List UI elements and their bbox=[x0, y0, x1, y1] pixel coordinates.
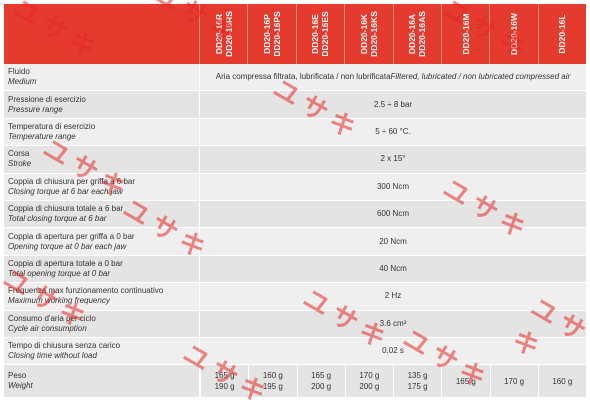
table-row: Frequenza max funzionamento continuativo… bbox=[4, 283, 586, 311]
row-value: 40 Ncm bbox=[379, 263, 407, 273]
label-italian: Coppia di apertura totale a 0 bar bbox=[8, 258, 123, 268]
column-header: DD20-16R DD20-16RS bbox=[199, 4, 247, 64]
row-label: Corsa Stroke bbox=[4, 146, 200, 173]
table-row: Fluido Medium Aria compressa filtrata, lub… bbox=[4, 64, 586, 92]
label-italian: Coppia di chiusura totale a 6 bar bbox=[8, 204, 124, 214]
label-english: Medium bbox=[8, 77, 37, 87]
row-label: Temperatura di esercizio Temperature rang… bbox=[4, 118, 200, 146]
label-english: Temperature range bbox=[8, 131, 76, 141]
table-row: Consumo d'aria per ciclo Cycle air consum… bbox=[4, 310, 586, 338]
model-code: DD20-16R DD20-16RS bbox=[213, 11, 234, 57]
row-label: Coppia di chiusura per griffa a 6 bar Clo… bbox=[4, 173, 200, 200]
label-italian: Pressione di esercizio bbox=[8, 94, 86, 104]
weight-value: 170 g bbox=[489, 365, 538, 398]
label-italian: Consumo d'aria per ciclo bbox=[8, 313, 96, 323]
label-english: Opening torque at 0 bar each jaw bbox=[8, 241, 127, 251]
column-header: DD20-16A DD20-16AS bbox=[392, 4, 441, 64]
column-header: DD20-16P DD20-16PS bbox=[247, 4, 295, 64]
label-italian: Coppia di chiusura per griffa a 6 bar bbox=[8, 176, 136, 186]
label-italian: Coppia di apertura per griffa a 0 bar bbox=[8, 231, 135, 241]
row-value: Aria compressa filtrata, lubrificata / n… bbox=[215, 72, 571, 82]
label-italian: Fluido bbox=[8, 67, 30, 77]
row-label: Consumo d'aria per ciclo Cycle air consum… bbox=[4, 310, 200, 337]
row-label: Fluido Medium bbox=[4, 64, 200, 91]
label-italian: Temperatura di esercizio bbox=[8, 121, 96, 131]
column-header: DD20-16K DD20-16KS bbox=[344, 4, 392, 64]
column-header: DD20-16M bbox=[440, 4, 489, 64]
table-header: DD20-16R DD20-16RS DD20-16P DD20-16PS DD20-1… bbox=[4, 4, 586, 64]
label-english: Closing torque at 6 bar each jaw bbox=[8, 186, 123, 196]
row-value: 600 Ncm bbox=[376, 209, 409, 219]
header-corner bbox=[4, 4, 199, 64]
label-italian: Tempo di chiusura senza carico bbox=[8, 341, 121, 351]
model-code: DD20-16A DD20-16AS bbox=[407, 11, 428, 57]
weight-value: 160 g 195 g bbox=[248, 365, 296, 398]
model-code: DD20-16L bbox=[557, 14, 568, 54]
row-value: 300 Ncm bbox=[376, 181, 409, 191]
row-label: Pressione di esercizio Pressure range bbox=[4, 91, 200, 118]
label-english: Weight bbox=[8, 381, 33, 391]
column-header: DD20-16E DD20-16ES bbox=[295, 4, 344, 64]
label-english: Total opening torque at 0 bar bbox=[8, 268, 111, 278]
table-row: Corsa Stroke 2 x 15° bbox=[4, 146, 586, 174]
weight-value: 170 g 200 g bbox=[344, 365, 393, 398]
row-label: Coppia di apertura totale a 0 bar Total o… bbox=[4, 255, 200, 283]
weight-value: 135 g 175 g bbox=[393, 365, 441, 398]
row-value: 2.5 ÷ 8 bar bbox=[373, 99, 413, 109]
weight-values: 165 g 190 g 160 g 195 g 165 g 200 g 170 g 200 g… bbox=[200, 365, 586, 398]
weight-value: 160 g bbox=[537, 365, 586, 398]
row-value: 20 Ncm bbox=[379, 236, 407, 246]
label-english: Pressure range bbox=[8, 104, 63, 114]
table-row: Tempo di chiusura senza carico Closing ti… bbox=[4, 337, 586, 366]
weight-value: 165 g bbox=[441, 365, 489, 398]
row-value: 2 x 15° bbox=[380, 154, 406, 164]
label-italian: Peso bbox=[8, 371, 27, 381]
table-row-weight: Peso Weight 165 g 190 g 160 g 195 g 165 g 200 g… bbox=[4, 365, 586, 399]
table-row: Coppia di chiusura per griffa a 6 bar Clo… bbox=[4, 173, 586, 201]
weight-value: 165 g 190 g bbox=[200, 365, 248, 398]
table-row: Temperatura di esercizio Temperature rang… bbox=[4, 118, 586, 147]
row-label: Coppia di chiusura totale a 6 bar Total c… bbox=[4, 200, 200, 228]
row-value: 2 Hz bbox=[384, 291, 402, 301]
row-label: Coppia di apertura per griffa a 0 bar Ope… bbox=[4, 228, 200, 255]
row-label: Tempo di chiusura senza carico Closing ti… bbox=[4, 337, 200, 365]
model-code: DD20-16P DD20-16PS bbox=[262, 11, 283, 57]
table-row: Pressione di esercizio Pressure range 2.5 … bbox=[4, 91, 586, 119]
column-header: DD20-16W bbox=[489, 4, 537, 64]
row-value: 5 ÷ 60 °C. bbox=[375, 126, 411, 136]
model-code: DD20-16W bbox=[508, 12, 519, 56]
row-label: Frequenza max funzionamento continuativo… bbox=[4, 283, 200, 310]
model-code: DD20-16K DD20-16KS bbox=[358, 11, 379, 57]
label-english: Stroke bbox=[8, 159, 32, 169]
row-value: 3.6 cm³ bbox=[379, 318, 407, 328]
label-english: Maximum working frequency bbox=[8, 296, 110, 306]
row-label: Peso Weight bbox=[4, 365, 200, 398]
column-header: DD20-16L bbox=[537, 4, 586, 64]
model-code: DD20-16M bbox=[460, 13, 471, 55]
label-english: Cycle air consumption bbox=[8, 323, 87, 333]
label-italian: Frequenza max funzionamento continuativo bbox=[8, 286, 164, 296]
label-english: Closing time without load bbox=[8, 351, 97, 361]
table-row: Coppia di apertura totale a 0 bar Total o… bbox=[4, 255, 586, 284]
table-row: Coppia di apertura per griffa a 0 bar Ope… bbox=[4, 228, 586, 256]
table-row: Coppia di chiusura totale a 6 bar Total c… bbox=[4, 200, 586, 229]
spec-table: DD20-16R DD20-16RS DD20-16P DD20-16PS DD20-1… bbox=[4, 4, 586, 399]
label-italian: Corsa bbox=[8, 149, 30, 159]
row-value: 0.02 s bbox=[382, 346, 404, 356]
model-code: DD20-16E DD20-16ES bbox=[310, 11, 331, 57]
label-english: Total closing torque at 6 bar bbox=[8, 214, 107, 224]
weight-value: 165 g 200 g bbox=[296, 365, 345, 398]
